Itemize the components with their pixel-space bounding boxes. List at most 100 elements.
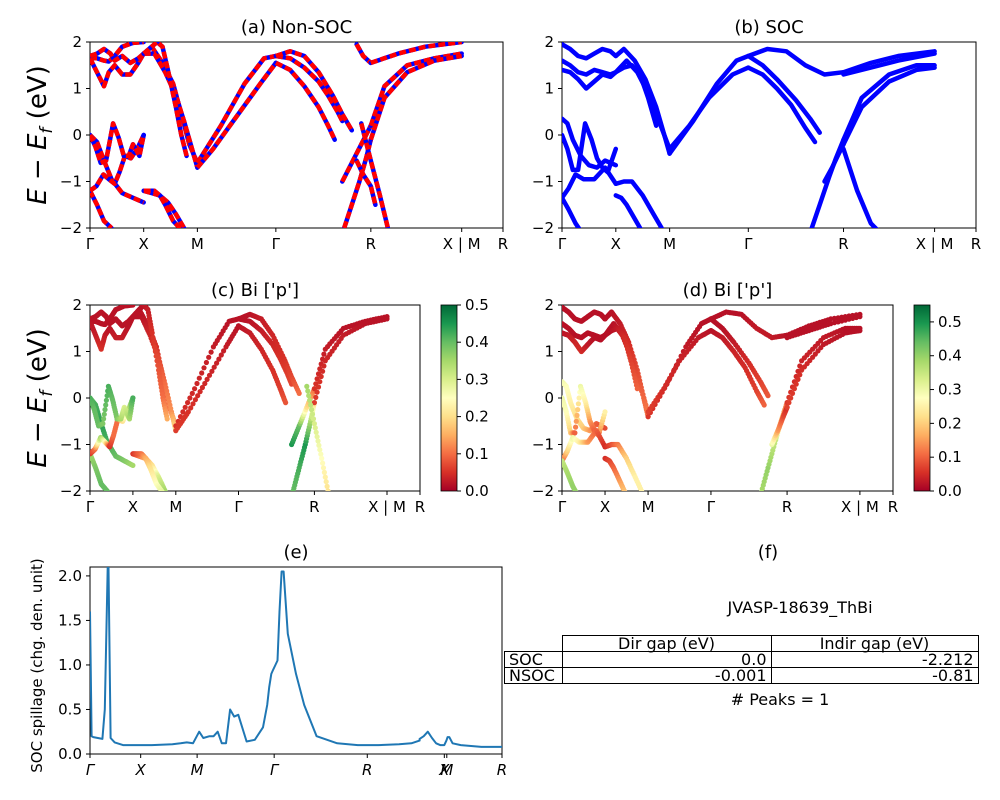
spillage-line [90, 567, 502, 748]
x-tick-label: Γ [558, 235, 567, 253]
colorbar-tick-label: 0.4 [938, 347, 962, 365]
band-point [130, 462, 136, 468]
band-point [320, 460, 326, 466]
band-lines [562, 42, 937, 228]
band-point [320, 368, 326, 374]
band-lines [90, 42, 464, 228]
x-tick-label: Γ [558, 498, 567, 516]
band-point [182, 404, 188, 410]
y-tick-label: −1 [60, 436, 82, 454]
band-point [574, 491, 579, 496]
panel-title: (d) Bi ['p'] [683, 280, 773, 301]
band-point [573, 424, 579, 430]
colorbar-tick-label: 0.1 [465, 445, 489, 463]
gap-table-header-row: Dir gap (eV) Indir gap (eV) [505, 635, 979, 652]
band-point [320, 465, 327, 471]
x-tick-label: X [438, 761, 450, 779]
band-point [164, 492, 169, 497]
band-line [841, 146, 879, 228]
colorbar-c-ticks: 0.5 0.4 0.3 0.2 0.1 0.0 [457, 296, 489, 500]
band-point [577, 497, 582, 502]
band-point [645, 414, 651, 420]
band-point [573, 418, 579, 424]
y-tick-label: 1.5 [58, 611, 82, 629]
band-line [613, 63, 659, 128]
y-tick-label: 1 [544, 80, 554, 98]
x-tick-label: R [415, 498, 425, 516]
gap-table-row-label: SOC [504, 651, 563, 668]
colorbar-tick-label: 0.3 [938, 381, 962, 399]
band-line-nsoc [90, 46, 146, 66]
band-point [194, 380, 200, 387]
band-point [576, 494, 581, 499]
x-tick-label: R [497, 761, 507, 779]
band-point [626, 498, 631, 503]
band-point [199, 384, 205, 391]
band-point [189, 390, 195, 396]
band-point [196, 375, 202, 381]
band-point [209, 368, 215, 374]
band-point [789, 390, 796, 396]
band-point [623, 491, 628, 496]
y-tick-label: 2.0 [58, 567, 82, 585]
projected-bands [562, 305, 863, 509]
band-line-nsoc [143, 188, 183, 228]
band-point [629, 504, 634, 509]
y-tick-label: −2 [532, 219, 554, 237]
band-point [311, 421, 317, 427]
band-point [314, 389, 320, 395]
x-tick-label: Γ [234, 498, 243, 516]
band-point [188, 405, 194, 411]
band-point [204, 376, 210, 382]
peaks-count: # Peaks = 1 [730, 690, 830, 709]
gap-table-dir-value: -0.001 [561, 667, 772, 684]
band-point [155, 362, 161, 368]
gap-table-indir-value: -0.81 [770, 667, 979, 684]
band-point [575, 401, 582, 407]
band-point [575, 407, 581, 413]
colorbar-tick-label: 0.4 [465, 333, 489, 351]
band-line [613, 193, 643, 228]
y-tick-label: 1 [72, 343, 82, 361]
y-tick-label: 0.5 [58, 700, 82, 718]
band-point [795, 376, 801, 382]
band-point [203, 359, 209, 366]
gap-table-row-label: NSOC [504, 667, 563, 684]
band-line [746, 46, 846, 77]
band-point [580, 501, 585, 506]
band-point [206, 372, 213, 378]
axes-frame [89, 566, 503, 755]
band-point [149, 330, 155, 336]
band-point [573, 489, 579, 491]
band-point [150, 335, 156, 341]
band-point [582, 504, 587, 509]
y-tick-label: 0 [544, 126, 554, 144]
band-line-nsoc [143, 188, 187, 228]
band-point [313, 429, 319, 435]
band-point [211, 364, 217, 370]
band-point [311, 386, 317, 392]
band-point [321, 363, 327, 369]
band-point [202, 380, 208, 387]
x-tick-label: X | M [443, 235, 481, 253]
y-label-top: E − Ef (eV) [23, 65, 57, 205]
band-line-nsoc [342, 139, 373, 228]
band-point [163, 493, 168, 498]
band-line-nsoc [274, 60, 337, 141]
x-tick-label: Γ [707, 498, 716, 516]
band-point [797, 363, 803, 369]
band-point [572, 430, 578, 436]
x-tick-label: Γ [272, 235, 281, 253]
band-line-nsoc [143, 51, 200, 169]
x-tick-label: M [440, 761, 453, 779]
band-point [315, 438, 321, 444]
band-line [562, 195, 582, 228]
band-point [324, 483, 330, 489]
panel-title: (c) Bi ['p'] [211, 280, 299, 301]
band-point [153, 353, 159, 359]
band-line-nsoc [142, 42, 189, 157]
band-line [562, 165, 619, 201]
band-point [152, 344, 158, 350]
